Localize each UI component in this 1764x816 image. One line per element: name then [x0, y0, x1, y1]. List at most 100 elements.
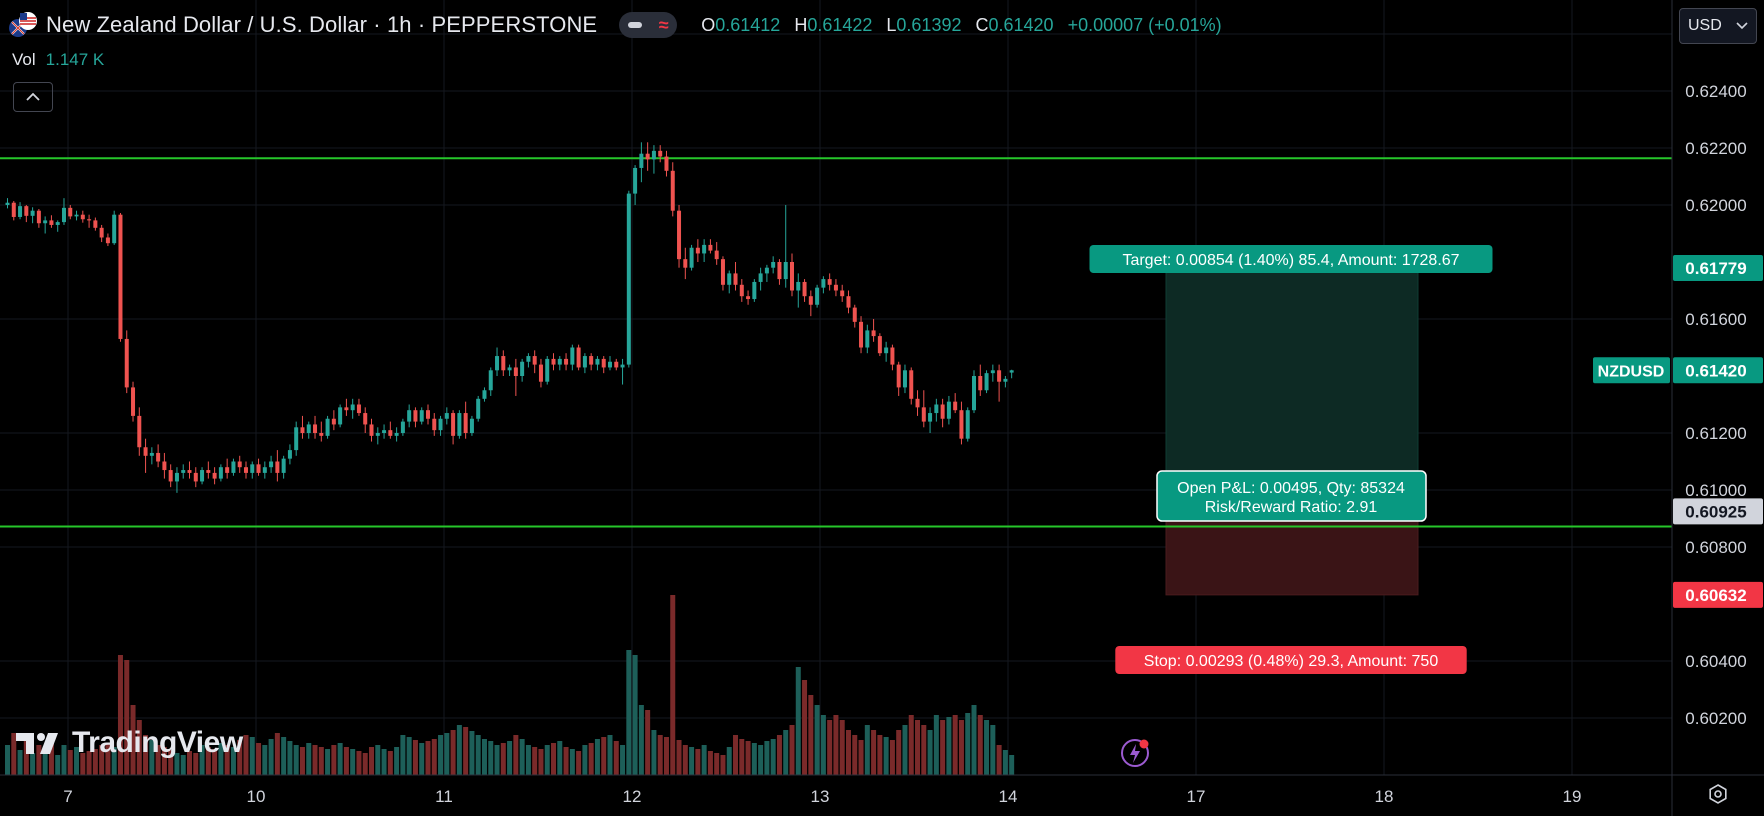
candle-body	[915, 398, 920, 408]
volume-bar	[55, 755, 61, 775]
candle	[859, 316, 864, 354]
candle	[984, 370, 989, 394]
tradingview-logo[interactable]: TradingView	[14, 726, 243, 760]
lightning-icon[interactable]	[1119, 737, 1151, 769]
candle-body	[212, 472, 217, 479]
candle	[790, 253, 794, 297]
volume-bar	[494, 745, 500, 775]
candle-body	[80, 214, 85, 220]
volume-bar	[588, 743, 594, 775]
volume-bar	[996, 745, 1002, 775]
collapse-legend-button[interactable]	[13, 82, 53, 112]
candle	[463, 401, 468, 439]
candle	[49, 215, 54, 228]
candle-body	[319, 433, 324, 436]
candle	[708, 239, 713, 254]
candle-body	[978, 376, 983, 391]
candle-body	[55, 222, 60, 225]
candle	[325, 415, 330, 439]
candle	[375, 427, 380, 445]
volume-bar	[193, 753, 199, 775]
candle-body	[670, 170, 675, 211]
candle-body	[463, 413, 468, 433]
currency-select[interactable]: USD	[1679, 8, 1757, 44]
candle-body	[614, 361, 619, 368]
candle-body	[884, 347, 889, 354]
candle-body	[218, 467, 223, 479]
candle-body	[507, 367, 512, 371]
volume-legend[interactable]: Vol 1.147 K	[12, 50, 104, 70]
volume-bar	[306, 743, 312, 775]
volume-bar	[833, 715, 839, 775]
candle-body	[11, 202, 16, 217]
toggle-icon[interactable]: ≈	[619, 12, 678, 38]
risk-reward-label: Risk/Reward Ratio: 2.91	[1205, 499, 1378, 516]
candle-body	[545, 358, 550, 382]
candle	[68, 205, 73, 220]
price-tick-label: 0.61200	[1685, 424, 1746, 443]
volume-bar	[161, 747, 167, 775]
volume-bar	[331, 745, 337, 775]
ohlc-high: H0.61422	[794, 14, 873, 35]
candle-body	[564, 358, 569, 365]
candle-body	[287, 450, 292, 459]
volume-bar	[871, 730, 877, 775]
candle	[821, 276, 826, 294]
candle-body	[840, 290, 845, 297]
candle	[338, 404, 343, 428]
candle	[846, 290, 851, 314]
volume-bar	[168, 750, 174, 775]
volume-bar	[274, 733, 280, 775]
volume-bar	[883, 737, 889, 775]
volume-bar	[632, 655, 638, 775]
candle-body	[206, 470, 211, 473]
volume-bar	[839, 720, 845, 775]
volume-bar	[394, 747, 400, 775]
candle-body	[344, 407, 349, 411]
stop-label-bg	[1115, 646, 1467, 674]
settings-icon[interactable]	[1706, 782, 1730, 806]
volume-bar	[293, 745, 299, 775]
volume-bar	[5, 745, 10, 775]
candle-body	[909, 370, 914, 399]
candle	[601, 356, 606, 374]
candle-body	[689, 247, 694, 268]
volume-bar	[400, 735, 406, 775]
target-label-bg	[1089, 245, 1493, 273]
symbol-title[interactable]: New Zealand Dollar / U.S. Dollar · 1h · …	[46, 12, 598, 37]
price-tick-label: 0.60200	[1685, 709, 1746, 728]
target-label-text: Target: 0.00854 (1.40%) 85.4, Amount: 17…	[1122, 252, 1459, 269]
volume-bar	[431, 739, 437, 775]
candle-body	[200, 470, 205, 482]
candle-body	[720, 259, 725, 285]
candle	[225, 458, 230, 479]
candle-body	[620, 364, 625, 368]
candle	[758, 267, 763, 291]
candle-body	[143, 447, 148, 456]
volume-bar	[111, 747, 117, 775]
volume-bar	[933, 715, 939, 775]
candle	[432, 413, 437, 436]
volume-bar	[11, 733, 17, 775]
candle-body	[237, 461, 242, 468]
candle-body	[877, 336, 882, 354]
candle	[520, 358, 525, 382]
candle	[695, 239, 700, 262]
volume-bar	[105, 743, 111, 775]
candle-body	[181, 470, 186, 473]
volume-bar	[318, 747, 324, 775]
candle	[965, 407, 970, 442]
volume-bar	[1009, 755, 1015, 775]
candle-body	[902, 370, 907, 388]
candle-body	[815, 287, 820, 305]
symbol-header[interactable]: New Zealand Dollar / U.S. Dollar · 1h · …	[8, 10, 1222, 40]
candle	[212, 467, 217, 485]
volume-bar	[124, 660, 130, 775]
volume-bar	[149, 740, 155, 775]
volume-bar	[48, 740, 54, 775]
candle-body	[601, 358, 606, 368]
volume-bar	[469, 731, 475, 775]
candle-body	[105, 237, 110, 244]
candle	[281, 455, 286, 479]
